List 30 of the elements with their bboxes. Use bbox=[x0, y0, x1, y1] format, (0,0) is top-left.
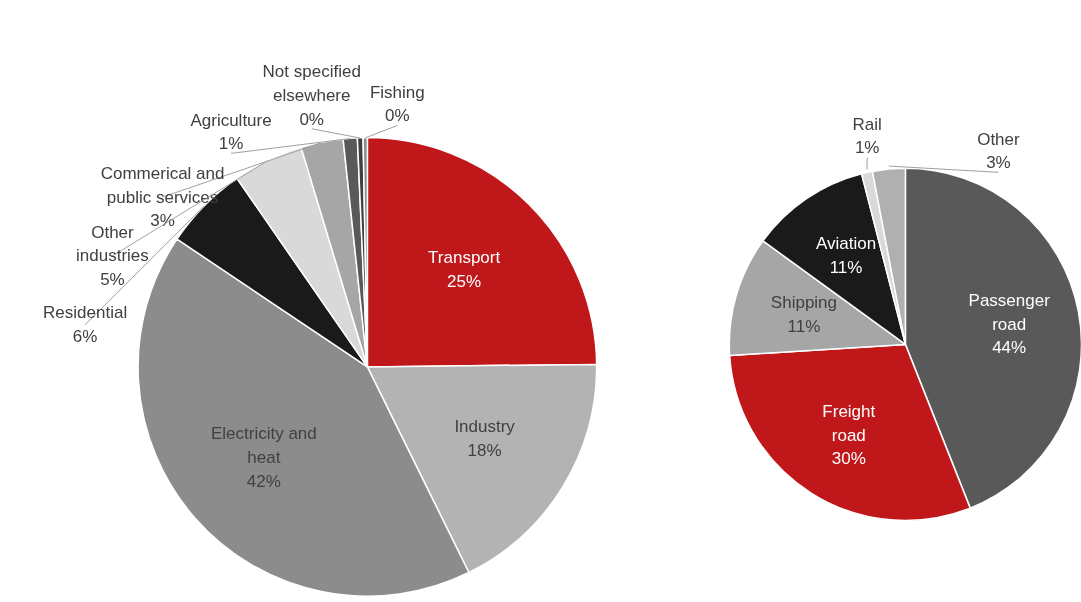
slice-label: Rail bbox=[852, 114, 882, 134]
slice-label: Residential bbox=[43, 303, 128, 323]
data-label: 3% bbox=[150, 211, 175, 231]
data-label: 5% bbox=[100, 270, 125, 290]
data-label: 3% bbox=[986, 153, 1011, 173]
data-label: 18% bbox=[467, 441, 502, 461]
slice-label: Industry bbox=[454, 417, 516, 437]
slice-label: Other bbox=[977, 129, 1021, 149]
data-label: 25% bbox=[447, 271, 482, 291]
slice-label: Agriculture bbox=[190, 110, 272, 130]
data-label: 1% bbox=[218, 134, 244, 154]
data-label: 6% bbox=[72, 327, 98, 347]
data-label: 11% bbox=[829, 257, 863, 277]
slice-label: Passenger road bbox=[968, 290, 1051, 334]
data-label: 30% bbox=[831, 449, 866, 469]
slice-label: Electricity and heat bbox=[210, 424, 317, 467]
slice-label: Fishing bbox=[369, 82, 425, 102]
slice-label: Commerical and public services bbox=[100, 163, 225, 207]
slice-label: Shipping bbox=[770, 293, 838, 313]
slice-label: Transport bbox=[428, 247, 501, 267]
slice-label: Not specified elsewhere bbox=[262, 62, 361, 106]
data-label: 42% bbox=[246, 471, 281, 491]
slice-label: Other industries bbox=[76, 222, 149, 266]
data-label: 1% bbox=[854, 138, 880, 158]
slice-label: Aviation bbox=[815, 234, 877, 254]
data-label: 0% bbox=[299, 109, 324, 129]
data-label: 11% bbox=[787, 316, 821, 336]
data-label: 44% bbox=[992, 338, 1027, 358]
data-label: 0% bbox=[385, 106, 410, 126]
slice-label: Freight road bbox=[822, 401, 876, 445]
